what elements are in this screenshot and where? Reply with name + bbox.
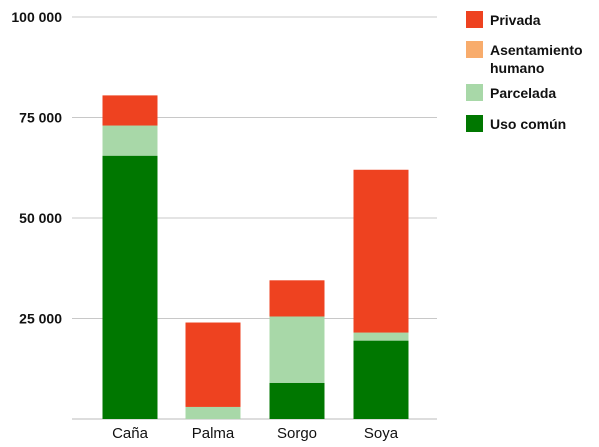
x-tick-label-2: Sorgo: [277, 425, 317, 442]
y-tick-label-1: 25 000: [19, 311, 62, 327]
y-axis-ticks: 25 000 50 000 75 000 100 000: [11, 9, 62, 327]
bar-Sorgo-uso-común: [269, 382, 325, 419]
bar-Soya-parcelada: [353, 332, 409, 341]
legend-item-2: Parcelada: [466, 84, 556, 101]
legend-label-3: Uso común: [490, 116, 566, 132]
bar-stack-Palma: [185, 322, 241, 419]
legend-swatch-0: [466, 11, 483, 28]
y-tick-label-3: 75 000: [19, 110, 62, 126]
legend: Privada Asentamiento humano Parcelada Uso co…: [466, 11, 583, 132]
bar-stack-Caña: [102, 95, 158, 419]
legend-label-line: Parcelada: [490, 85, 556, 101]
legend-item-0: Privada: [466, 11, 541, 28]
legend-label-line: Privada: [490, 12, 541, 28]
bar-stack-Sorgo: [269, 280, 325, 419]
legend-label-0: Privada: [490, 12, 541, 28]
bar-Caña-uso-común: [102, 155, 158, 419]
bar-Palma-privada: [185, 322, 241, 407]
legend-swatch-2: [466, 84, 483, 101]
x-tick-label-1: Palma: [192, 425, 235, 442]
x-axis-ticks: Caña Palma Sorgo Soya: [112, 425, 399, 442]
bars: [102, 95, 409, 419]
legend-label-2: Parcelada: [490, 85, 556, 101]
bar-Caña-privada: [102, 95, 158, 126]
legend-label-1: Asentamiento humano: [490, 42, 583, 76]
y-tick-label-4: 100 000: [11, 9, 62, 25]
bar-Palma-parcelada: [185, 406, 241, 419]
legend-item-3: Uso común: [466, 115, 566, 132]
legend-swatch-1: [466, 41, 483, 58]
bar-Soya-privada: [353, 169, 409, 333]
legend-swatch-3: [466, 115, 483, 132]
bar-stack-Soya: [353, 169, 409, 419]
legend-label-line: Asentamiento: [490, 42, 583, 58]
legend-label-line: humano: [490, 60, 544, 76]
legend-label-line: Uso común: [490, 116, 566, 132]
x-tick-label-0: Caña: [112, 425, 149, 442]
legend-item-1: Asentamiento humano: [466, 41, 583, 76]
bar-Soya-uso-común: [353, 340, 409, 419]
y-tick-label-2: 50 000: [19, 210, 62, 226]
bar-Sorgo-parcelada: [269, 316, 325, 383]
bar-Sorgo-privada: [269, 280, 325, 317]
x-tick-label-3: Soya: [364, 425, 399, 442]
bar-Caña-parcelada: [102, 125, 158, 156]
